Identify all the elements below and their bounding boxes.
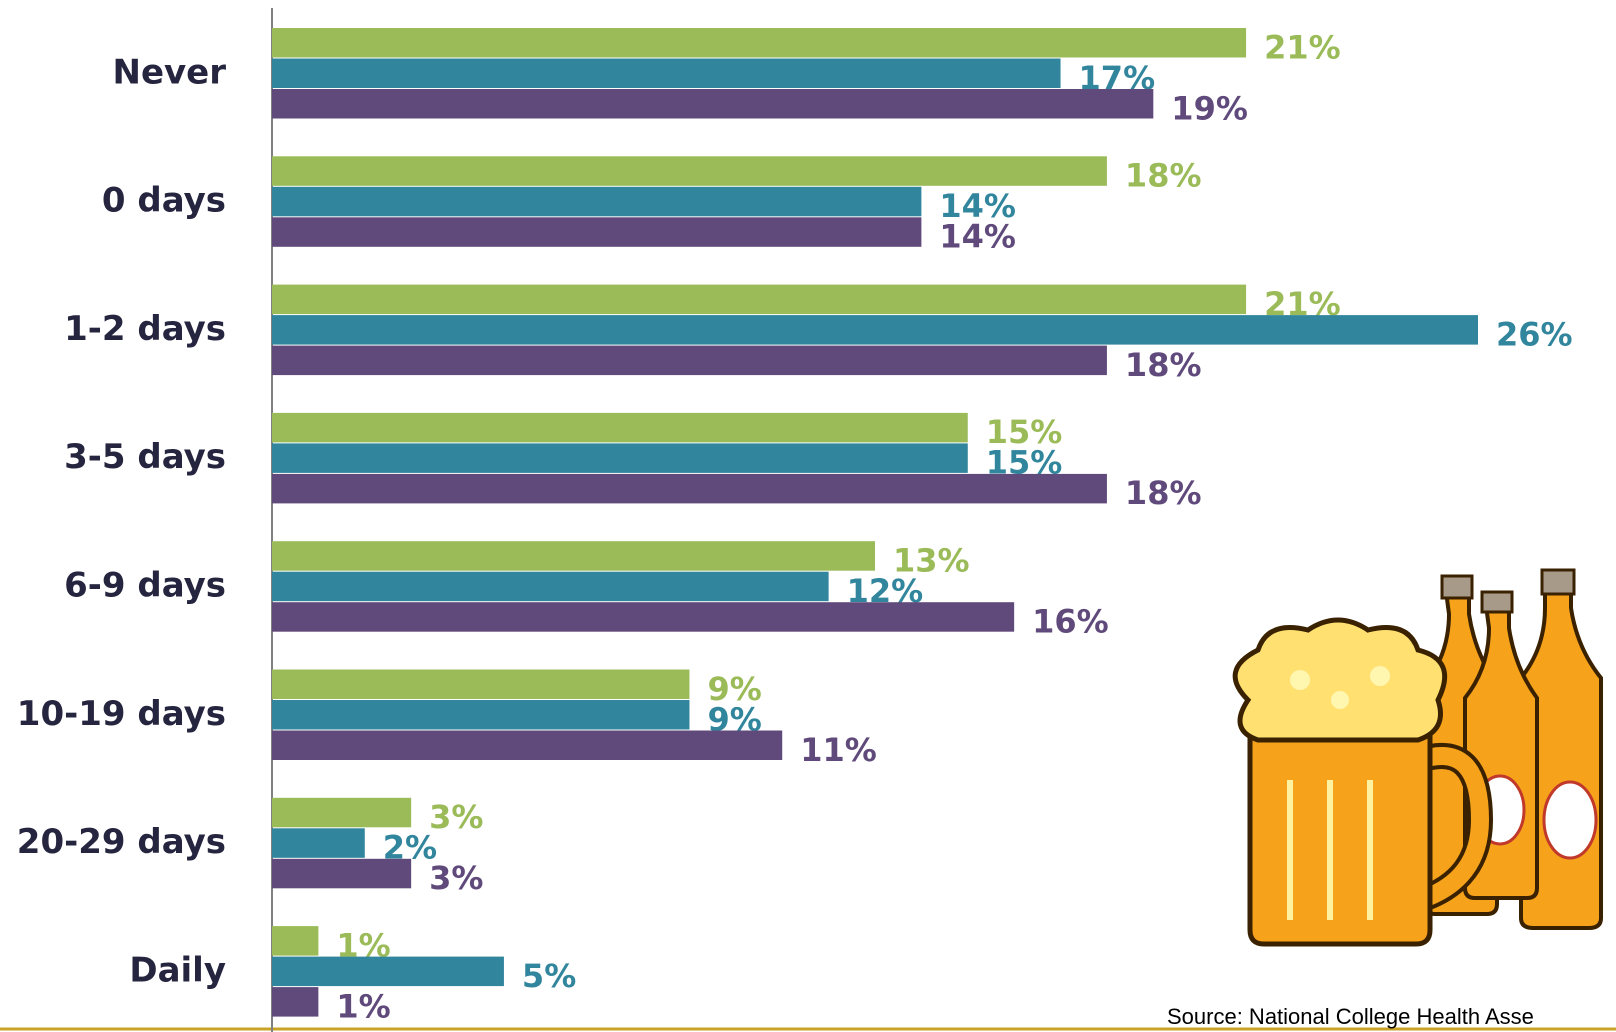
bar <box>272 187 921 217</box>
bar <box>272 731 782 761</box>
beer-clipart <box>1235 570 1601 944</box>
bar <box>272 443 968 473</box>
bar <box>272 346 1107 376</box>
bar <box>272 859 411 889</box>
value-label: 26% <box>1496 315 1573 353</box>
value-label: 11% <box>800 731 877 769</box>
category-label: 3-5 days <box>64 437 226 477</box>
bar <box>272 156 1107 186</box>
value-label: 18% <box>1125 474 1202 512</box>
source-note: Source: National College Health Asse <box>1167 1004 1534 1029</box>
bar <box>272 28 1246 58</box>
bar <box>272 572 829 602</box>
value-label: 19% <box>1171 89 1248 127</box>
bar <box>272 217 921 247</box>
bar <box>272 541 875 571</box>
value-label: 3% <box>429 798 483 836</box>
value-label: 21% <box>1264 28 1341 66</box>
value-label: 5% <box>522 957 576 995</box>
bar <box>272 285 1246 315</box>
value-label: 16% <box>1032 602 1109 640</box>
bar <box>272 413 968 443</box>
page: {"chart_data": {"type": "bar", "orientat… <box>0 0 1616 1032</box>
bar <box>272 987 318 1017</box>
value-label: 14% <box>939 218 1016 256</box>
bar <box>272 926 318 956</box>
bar <box>272 670 689 700</box>
bar <box>272 957 504 987</box>
value-label: 18% <box>1125 346 1202 384</box>
bar <box>272 828 365 858</box>
bar <box>272 798 411 828</box>
category-label: Daily <box>129 950 226 990</box>
category-label: 1-2 days <box>64 309 226 349</box>
chart: Source: National College Health Asse Nev… <box>0 0 1616 1032</box>
bar <box>272 474 1107 504</box>
category-label: Never <box>112 52 226 92</box>
bar <box>272 700 689 730</box>
category-label: 0 days <box>102 181 226 221</box>
bar <box>272 89 1153 119</box>
value-label: 18% <box>1125 157 1202 195</box>
value-label: 1% <box>336 987 390 1025</box>
category-label: 10-19 days <box>17 694 226 734</box>
bar <box>272 59 1061 89</box>
category-label: 20-29 days <box>17 822 226 862</box>
value-label: 3% <box>429 859 483 897</box>
bar <box>272 315 1478 345</box>
bar <box>272 602 1014 632</box>
category-label: 6-9 days <box>64 565 226 605</box>
